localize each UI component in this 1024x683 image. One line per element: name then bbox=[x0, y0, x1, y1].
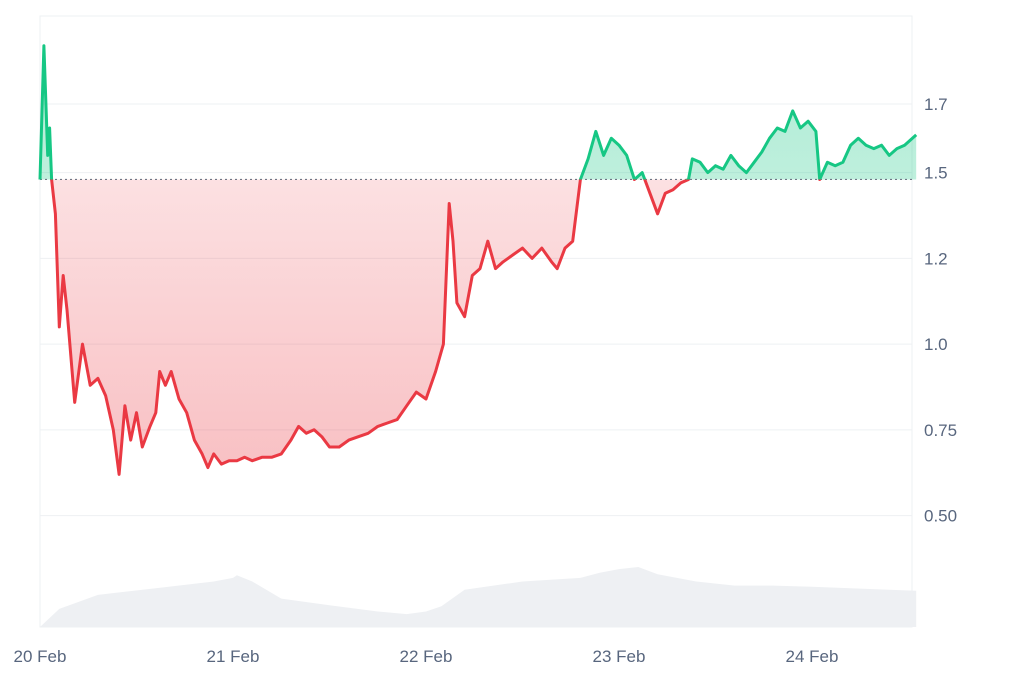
above-baseline-fill bbox=[40, 45, 917, 180]
y-tick-label: 1.5 bbox=[924, 164, 948, 183]
y-axis: 1.7 1.5 1.2 1.0 0.75 0.50 bbox=[924, 95, 957, 526]
y-tick-label: 0.75 bbox=[924, 421, 957, 440]
x-tick-label: 22 Feb bbox=[400, 647, 453, 666]
y-tick-label: 0.50 bbox=[924, 507, 957, 526]
y-tick-label: 1.0 bbox=[924, 335, 948, 354]
below-baseline-fill bbox=[40, 179, 917, 475]
y-tick-label: 1.7 bbox=[924, 95, 948, 114]
x-tick-label: 24 Feb bbox=[786, 647, 839, 666]
x-tick-label: 21 Feb bbox=[207, 647, 260, 666]
volume-area bbox=[40, 567, 917, 627]
x-tick-label: 23 Feb bbox=[593, 647, 646, 666]
x-axis: 20 Feb 21 Feb 22 Feb 23 Feb 24 Feb bbox=[14, 647, 839, 666]
price-line-up bbox=[38, 44, 918, 180]
x-tick-label: 20 Feb bbox=[14, 647, 67, 666]
y-tick-label: 1.2 bbox=[924, 249, 948, 268]
price-line-down bbox=[38, 179, 822, 476]
